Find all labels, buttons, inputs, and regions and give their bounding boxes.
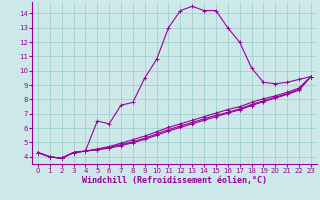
X-axis label: Windchill (Refroidissement éolien,°C): Windchill (Refroidissement éolien,°C) bbox=[82, 176, 267, 185]
